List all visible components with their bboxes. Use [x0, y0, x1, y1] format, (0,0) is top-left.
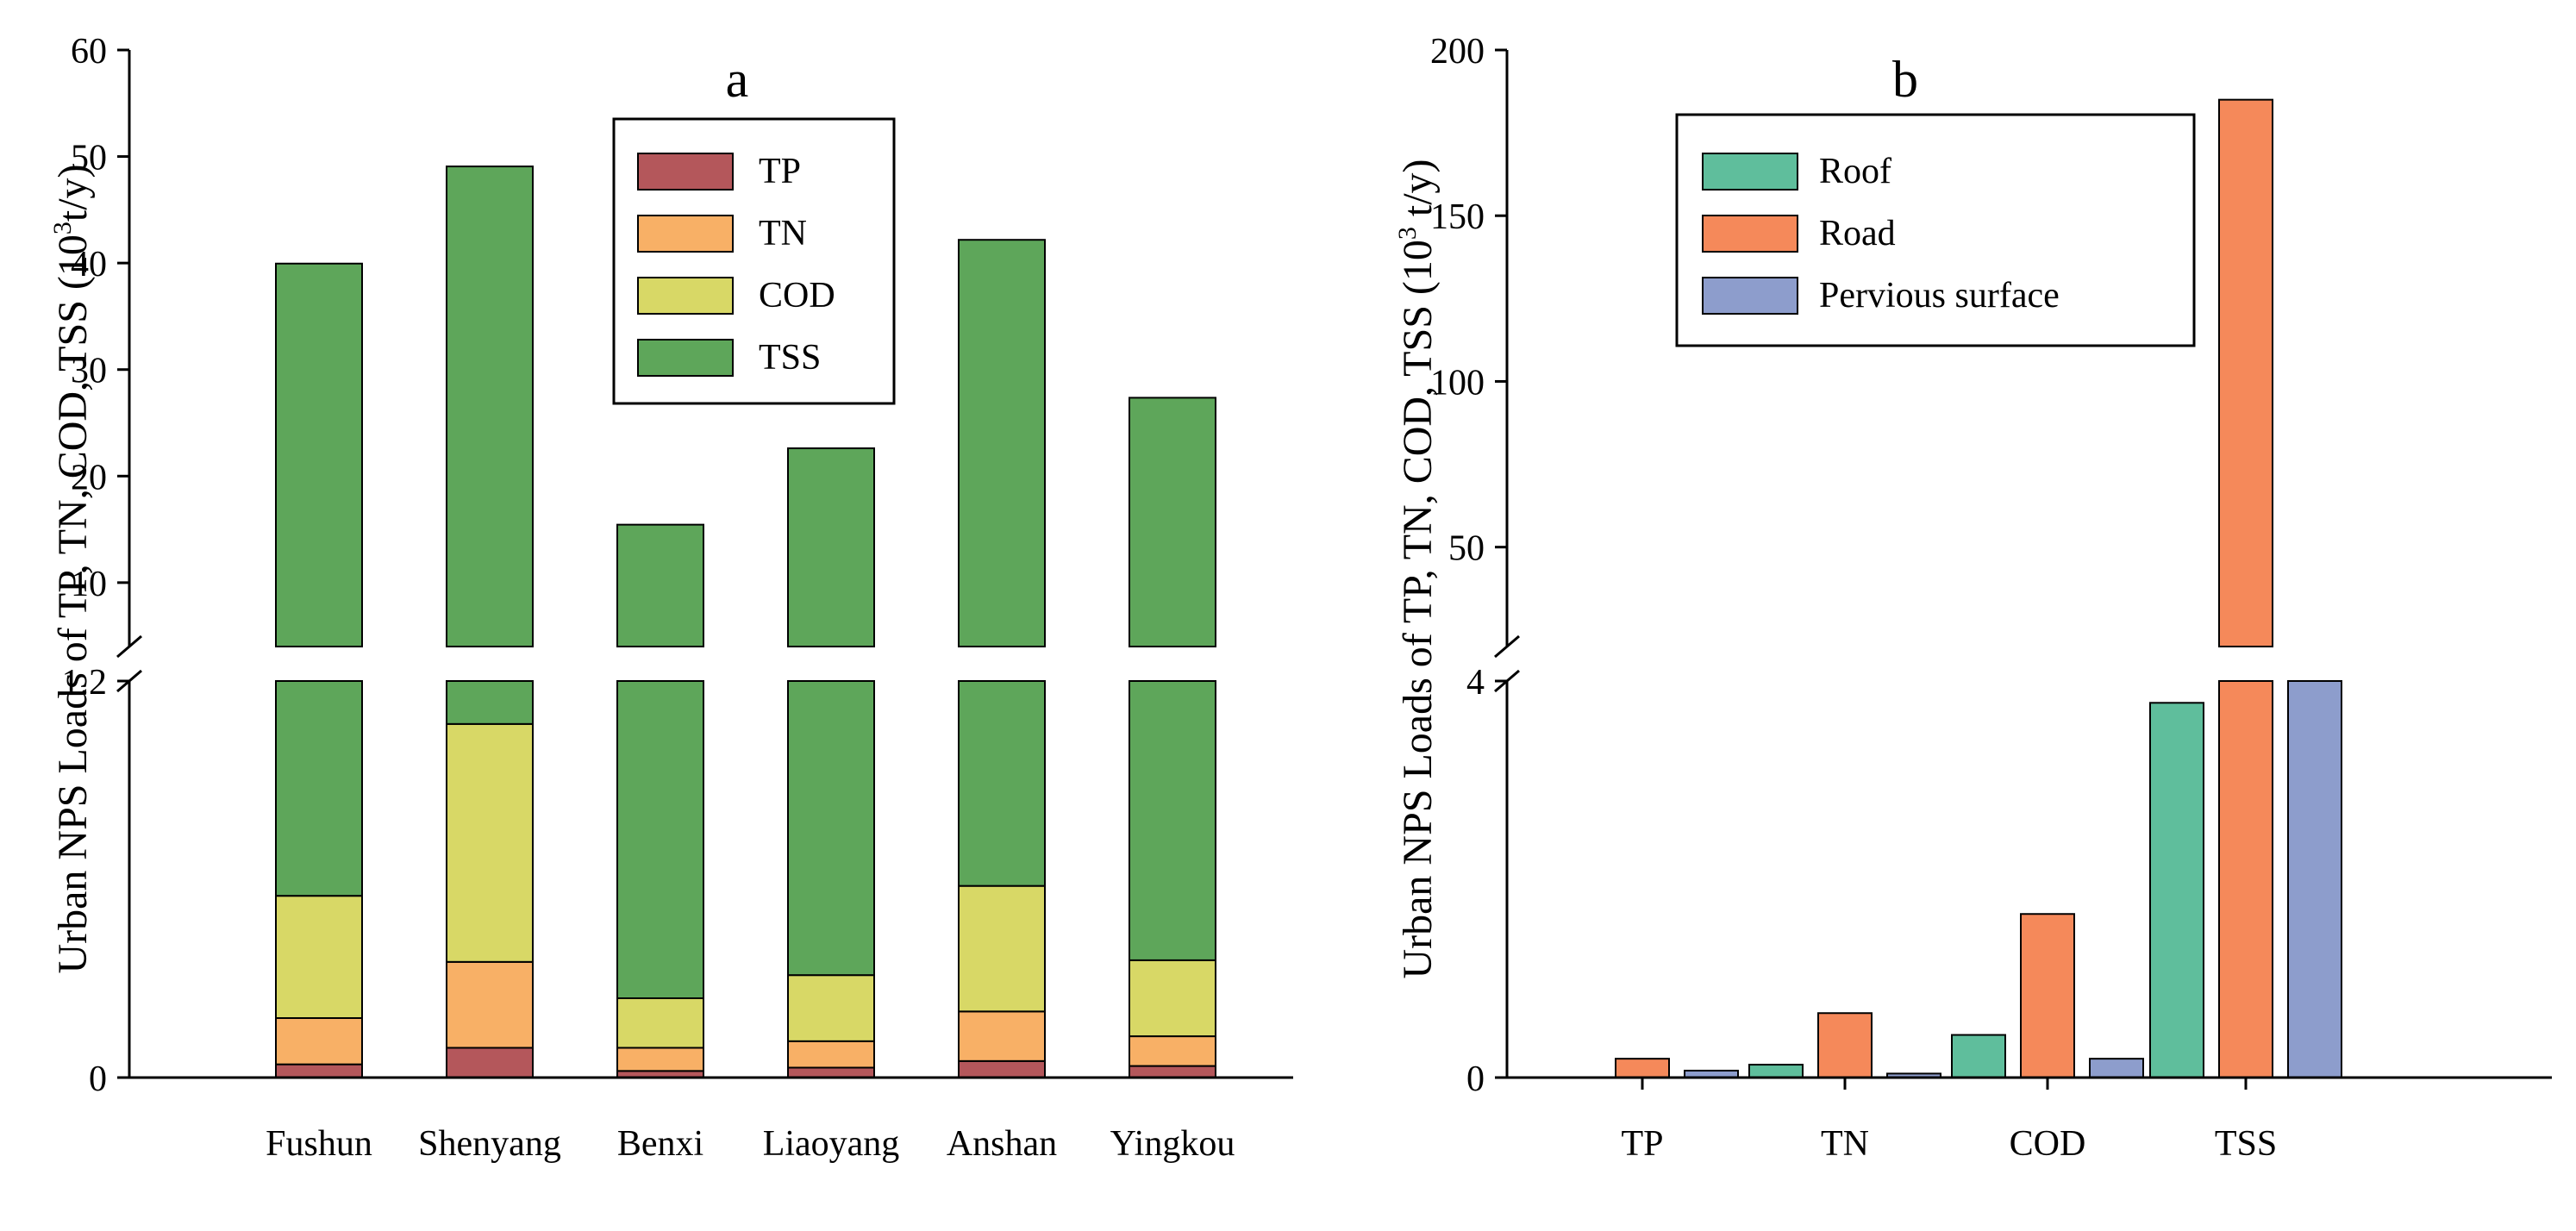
bar-anshan-tn: [958, 1010, 1046, 1062]
bar-liaoyang-tss: [787, 680, 875, 977]
legend-swatch-roof: [1702, 153, 1798, 191]
legend-swatch-road: [1702, 215, 1798, 253]
bar-yingkou-cod: [1129, 959, 1216, 1038]
legend-swatch-tss: [637, 339, 734, 377]
x-tick-label: Benxi: [617, 1124, 703, 1164]
legend-label: Road: [1819, 214, 1896, 253]
bar-yingkou-tn: [1129, 1035, 1216, 1067]
bar-group-liaoyang: [787, 447, 875, 1078]
x-tick-label: Yingkou: [1110, 1124, 1235, 1164]
legend-label: Pervious surface: [1819, 276, 2060, 316]
x-tick-label: TP: [1621, 1124, 1663, 1164]
legend-swatch-cod: [637, 277, 734, 315]
legend-swatch-tn: [637, 215, 734, 253]
bar-liaoyang-cod: [787, 974, 875, 1042]
bar-yingkou-tss-upper: [1129, 397, 1216, 647]
bar-fushun-tss-upper: [275, 262, 363, 647]
bar-benxi-tn: [616, 1047, 704, 1072]
panel-title: b: [1892, 51, 1918, 108]
bar-tn-roof: [1748, 1064, 1804, 1079]
axis-break-mark: [1494, 634, 1520, 659]
y-tick-label: 50: [71, 139, 107, 178]
bar-shenyang-cod: [446, 722, 534, 963]
y-tick-label: 1.2: [62, 663, 108, 703]
bar-shenyang-tp: [446, 1047, 534, 1078]
x-tick-label: COD: [2010, 1124, 2086, 1164]
bar-anshan-tss: [958, 680, 1046, 887]
x-tick-label: Fushun: [266, 1124, 372, 1164]
bar-yingkou-tss: [1129, 680, 1216, 961]
bar-group-cod: [1951, 913, 2144, 1079]
panel-title: a: [726, 51, 749, 108]
y-tick-label: 50: [1448, 529, 1485, 569]
bar-cod-roof: [1951, 1034, 2006, 1079]
bar-tss-road: [2218, 680, 2273, 1078]
bar-anshan-tp: [958, 1059, 1046, 1079]
x-tick-label: TSS: [2215, 1124, 2277, 1164]
bar-tss-road-upper: [2218, 98, 2273, 647]
bar-group-benxi: [616, 523, 704, 1079]
y-tick-label: 100: [1430, 363, 1485, 403]
bar-cod-pervious-surface: [2089, 1058, 2144, 1079]
y-axis-title: Urban NPS Loads of TP, TN, COD, TSS (103…: [1393, 159, 1441, 978]
x-tick-label: TN: [1821, 1124, 1869, 1164]
bar-liaoyang-tss-upper: [787, 447, 875, 647]
y-tick-label: 0: [1466, 1059, 1485, 1099]
legend-label: TN: [759, 214, 807, 253]
bar-benxi-tss: [616, 680, 704, 999]
bar-group-yingkou: [1129, 397, 1216, 1079]
panel-a: Fushun Shenyang Benxi Liaoyang Anshan Yingkou…: [48, 32, 1293, 1164]
legend-label: COD: [759, 276, 835, 316]
bar-group-shenyang: [446, 166, 534, 1078]
x-tick-label: Liaoyang: [763, 1124, 900, 1164]
bar-tss-pervious-surface: [2287, 680, 2342, 1078]
bar-anshan-tss-upper: [958, 239, 1046, 647]
bar-shenyang-tss: [446, 680, 534, 725]
bar-shenyang-tss-upper: [446, 166, 534, 647]
y-tick-label: 4: [1466, 663, 1485, 703]
bar-group-anshan: [958, 239, 1046, 1079]
bar-yingkou-tp: [1129, 1065, 1216, 1079]
bar-liaoyang-tp: [787, 1066, 875, 1078]
y-tick-label: 60: [71, 32, 107, 72]
y-tick-label: 40: [71, 245, 107, 284]
bar-benxi-tss-upper: [616, 523, 704, 647]
legend: Roof Road Pervious surface: [1675, 113, 2196, 347]
bar-anshan-cod: [958, 884, 1046, 1013]
bar-tp-road: [1615, 1058, 1670, 1079]
bar-liaoyang-tn: [787, 1040, 875, 1069]
y-axis-title: Urban NPS Loads of TP, TN, COD, TSS (103…: [48, 164, 96, 973]
x-tick-label: Anshan: [947, 1124, 1057, 1164]
panel-b: TP TN COD TSS 0 4 50 100 150 200 Urban NPS Loads o…: [1393, 32, 2552, 1164]
bar-fushun-tss: [275, 680, 363, 897]
legend-swatch-pervious-surface: [1702, 277, 1798, 315]
legend-label: TP: [759, 152, 801, 191]
y-tick-label: 30: [71, 352, 107, 391]
y-tick-label: 200: [1430, 32, 1485, 72]
y-tick-label: 10: [71, 565, 107, 604]
x-tick-label: Shenyang: [418, 1124, 561, 1164]
legend: TP TN COD TSS: [612, 117, 896, 405]
axis-break-mark: [116, 634, 142, 659]
legend-label: Roof: [1819, 152, 1891, 191]
bar-group-fushun: [275, 262, 363, 1078]
bar-group-tss: [2149, 98, 2342, 1078]
bar-fushun-cod: [275, 895, 363, 1019]
bar-benxi-cod: [616, 997, 704, 1049]
legend-label: TSS: [759, 338, 821, 378]
bar-cod-road: [2020, 913, 2075, 1078]
bar-shenyang-tn: [446, 960, 534, 1049]
legend-swatch-tp: [637, 153, 734, 191]
bar-fushun-tn: [275, 1017, 363, 1065]
y-tick-label: 150: [1430, 197, 1485, 237]
bar-fushun-tp: [275, 1063, 363, 1078]
y-tick-label: 0: [89, 1059, 107, 1099]
bar-tss-roof: [2149, 702, 2204, 1078]
y-tick-label: 20: [71, 458, 107, 497]
bar-group-tp: [1615, 1058, 1739, 1079]
bar-tn-road: [1817, 1012, 1873, 1078]
bar-group-tn: [1748, 1012, 1941, 1079]
